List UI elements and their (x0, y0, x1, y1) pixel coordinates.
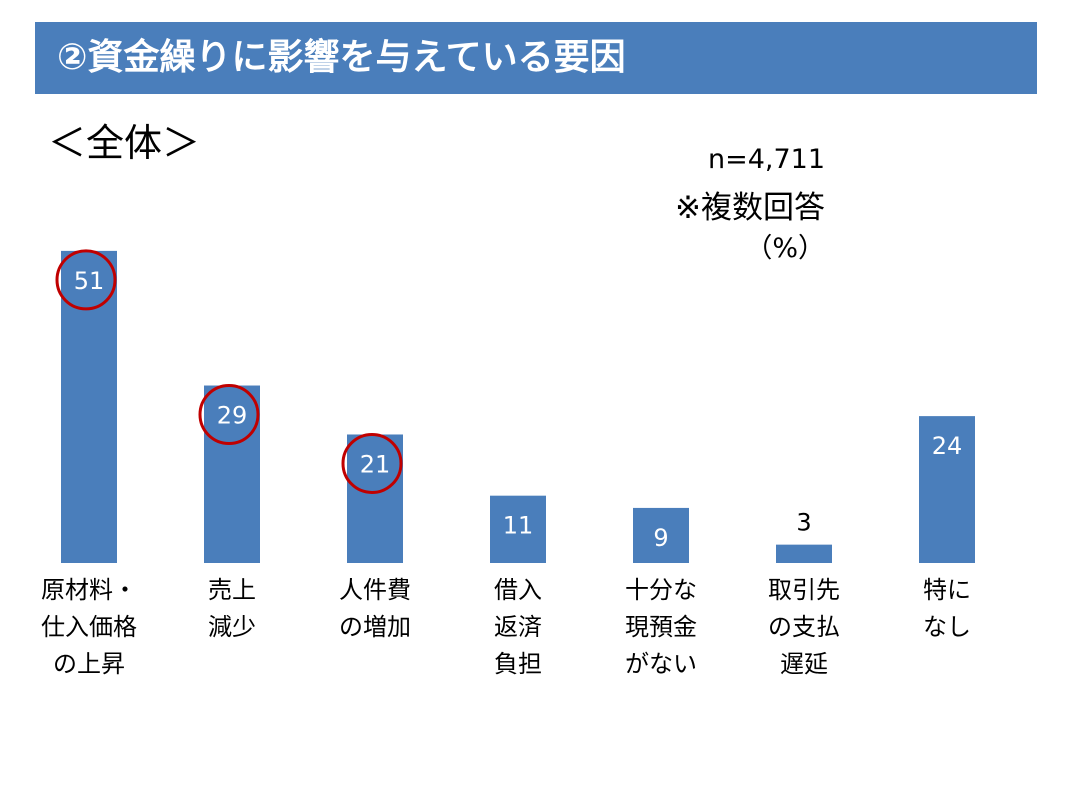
unit-note: （%） (745, 233, 825, 264)
category-label: 特に (923, 576, 971, 604)
category-label: 原材料・ (41, 576, 137, 604)
bar (490, 495, 546, 563)
sample-size-note: n=4,711 (707, 144, 825, 175)
data-label: 21 (360, 450, 391, 478)
category-label: 売上 (208, 576, 256, 604)
bar (204, 385, 260, 563)
data-label: 24 (932, 432, 963, 460)
category-label: 人件費 (339, 576, 411, 604)
category-label: の増加 (339, 613, 411, 641)
page-title: ②資金繰りに影響を与えている要因 (57, 37, 626, 78)
category-label: がない (625, 650, 697, 678)
data-label: 29 (217, 402, 248, 430)
category-label: 返済 (494, 613, 542, 641)
data-label: 11 (503, 512, 534, 540)
data-label: 51 (74, 267, 105, 295)
data-label: 3 (796, 509, 811, 537)
category-label: 遅延 (780, 650, 828, 678)
bar (347, 434, 403, 563)
category-label: 取引先 (768, 576, 840, 604)
highlight-circle (55, 249, 117, 311)
bar (633, 507, 689, 563)
scope-label: ＜全体＞ (48, 121, 201, 165)
category-label: 現預金 (625, 613, 697, 641)
category-label: 十分な (625, 576, 697, 604)
category-label: の支払 (768, 613, 840, 641)
category-label: 負担 (494, 650, 542, 678)
bar (776, 544, 832, 563)
category-label: 仕入価格 (41, 613, 137, 641)
data-label: 9 (653, 524, 668, 552)
bar (919, 416, 975, 563)
title-bar: ②資金繰りに影響を与えている要因 (35, 22, 1037, 94)
category-label: 減少 (208, 613, 256, 641)
category-label: 借入 (494, 576, 542, 604)
highlight-circle (341, 432, 403, 494)
category-label: なし (923, 613, 971, 641)
highlight-circle (198, 384, 260, 446)
category-label: の上昇 (53, 650, 125, 678)
multiple-answer-note: ※複数回答 (675, 190, 825, 226)
